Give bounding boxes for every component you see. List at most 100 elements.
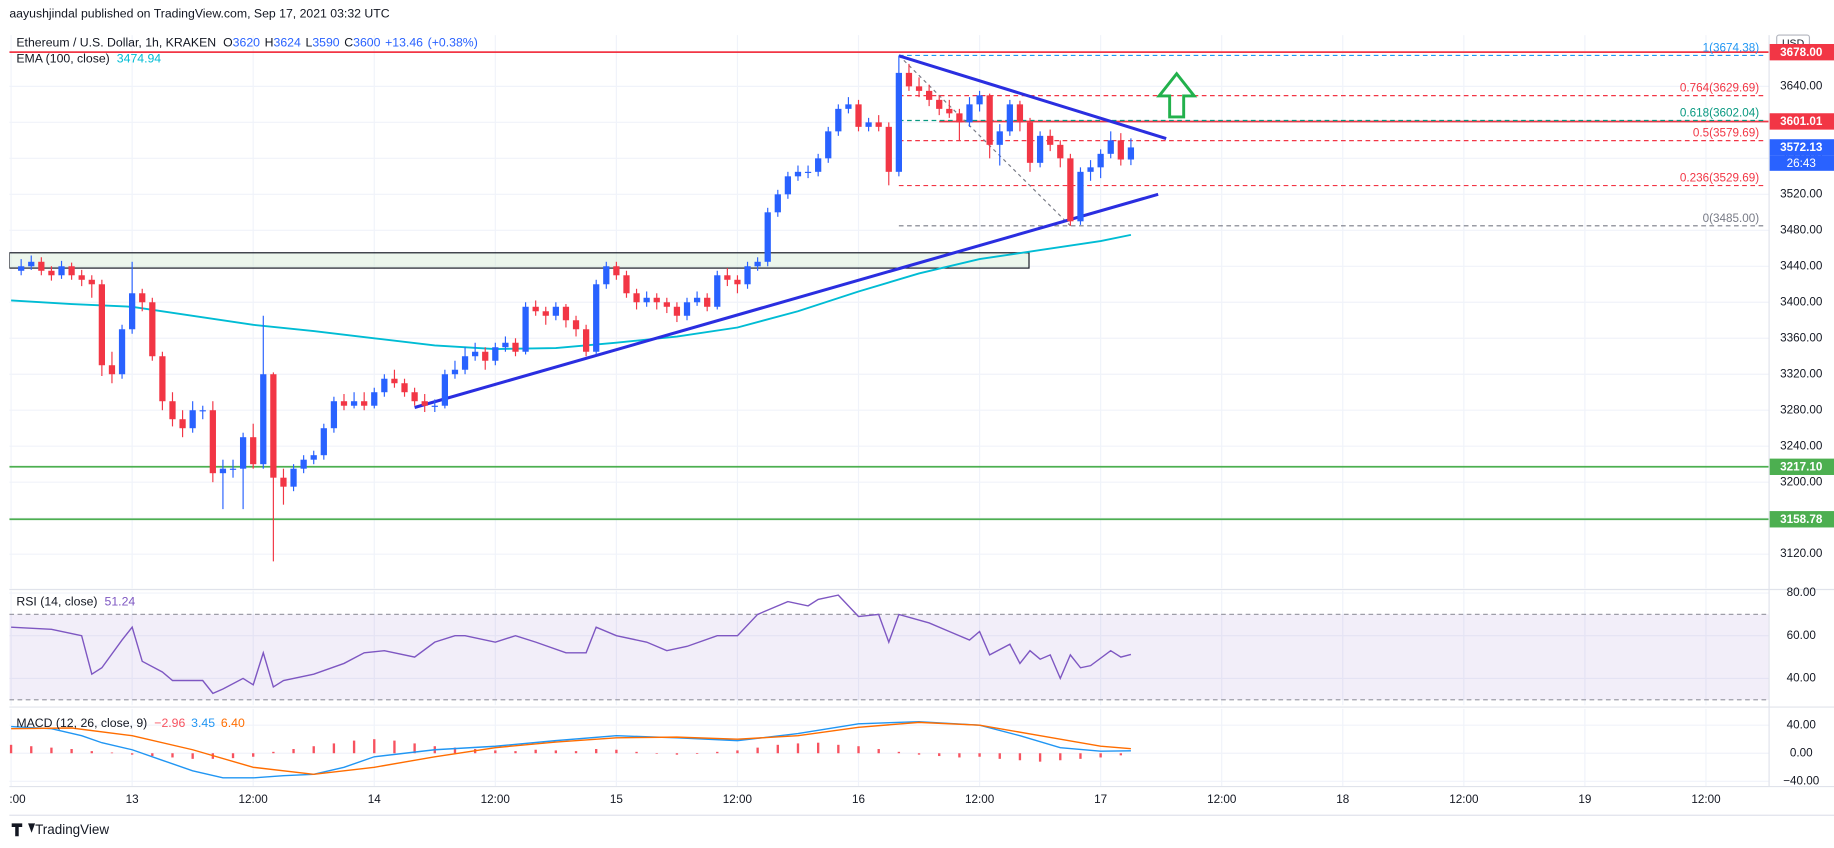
candle-body <box>693 297 701 303</box>
candle-body <box>300 459 307 469</box>
rsi-band <box>9 614 1769 700</box>
price-label: 3601.01 <box>1780 115 1823 128</box>
candle-body <box>865 122 872 127</box>
histogram-bar <box>756 747 759 754</box>
candle-body <box>431 405 438 407</box>
logo-text: TradingView <box>35 822 109 837</box>
y-tick-label: 3480.00 <box>1780 223 1823 236</box>
rsi-legend: RSI (14, close) 51.24 <box>16 595 135 609</box>
fib-label: 0.764(3629.69) <box>1680 82 1759 95</box>
candle-body <box>653 297 660 303</box>
histogram-bar <box>816 742 820 754</box>
grid <box>9 35 1769 787</box>
candle-body <box>472 351 479 357</box>
fib-label: 0(3485.00) <box>1703 212 1760 225</box>
y-tick-label: 3320.00 <box>1780 367 1823 380</box>
candle-body <box>552 306 559 316</box>
histogram-bar <box>796 743 800 754</box>
trendline <box>414 192 1159 409</box>
histogram-bar <box>1018 753 1022 761</box>
candle-body <box>845 104 852 109</box>
rsi-pane <box>9 594 1769 701</box>
y-tick-label: 3400.00 <box>1780 295 1823 308</box>
candle-body <box>905 72 913 87</box>
y-tick-label: 3360.00 <box>1780 331 1823 344</box>
macd-legend: MACD (12, 26, close, 9) −2.96 3.45 6.40 <box>16 716 245 730</box>
signal-line <box>11 721 1131 776</box>
candle-body <box>169 401 176 420</box>
macd-title: MACD (12, 26, close, 9) <box>16 716 147 730</box>
candle-body <box>108 365 116 375</box>
axes: USD :00 13 12:00 14 12:00 15 12:00 16 12:00 17 12:… <box>9 34 1834 816</box>
candle-body <box>885 126 892 172</box>
histogram-bar <box>312 746 315 754</box>
price-label-box <box>1769 139 1834 156</box>
histogram-bar <box>978 753 981 757</box>
countdown: 26:43 <box>1787 157 1816 170</box>
candle-body <box>280 477 287 487</box>
candle-body <box>825 131 832 159</box>
low-value: 3590 <box>312 36 339 50</box>
histogram-bar <box>595 749 598 754</box>
high-value: 3624 <box>274 36 301 50</box>
x-tick-label: 12:00 <box>239 793 269 806</box>
symbol-title: Ethereum / U.S. Dollar, 1h, KRAKEN <box>16 36 216 50</box>
histogram-bar <box>1119 753 1122 756</box>
histogram-bar <box>958 753 961 758</box>
candle-body <box>613 266 620 276</box>
x-tick-label: 13 <box>126 793 139 806</box>
candle-body <box>1067 158 1074 222</box>
candle-body <box>663 302 670 307</box>
price-label: 3572.13 <box>1780 141 1823 154</box>
candle-body <box>794 171 802 177</box>
change-value: +13.46 <box>385 36 423 50</box>
candle-body <box>391 378 398 384</box>
rsi-line <box>11 594 1132 695</box>
rsi-value: 51.24 <box>105 595 136 609</box>
histogram-bar <box>917 753 921 755</box>
candle-body <box>451 369 459 375</box>
candle-body <box>956 113 963 123</box>
candle-body <box>1087 167 1094 172</box>
ema-title: EMA (100, close) <box>16 52 109 66</box>
support-zone <box>9 252 1030 269</box>
y-tick-label: 40.00 <box>1787 718 1817 731</box>
candle-body <box>1016 104 1024 123</box>
histogram-bar <box>1059 753 1062 761</box>
candle-body <box>421 401 428 406</box>
candle-body <box>704 297 711 307</box>
fib-label: 0.618(3602.04) <box>1680 107 1759 120</box>
x-tick-label: 12:00 <box>481 793 511 806</box>
macd-readout: −2.96 <box>154 716 185 730</box>
histogram-bar <box>998 753 1001 759</box>
candle-body <box>1047 135 1054 145</box>
histogram-bar <box>70 749 73 754</box>
y-tick-label: 3120.00 <box>1780 547 1823 560</box>
candle-body <box>996 131 1003 145</box>
candle-body <box>350 401 358 406</box>
candle-body <box>78 275 85 280</box>
candle-body <box>482 351 489 361</box>
candle-body <box>1117 140 1124 160</box>
candle-body <box>502 342 509 348</box>
candle-body <box>149 302 156 357</box>
histogram-bar <box>857 746 860 754</box>
candle-body <box>320 428 327 456</box>
y-tick-label: 3440.00 <box>1780 259 1823 272</box>
candle-body <box>623 275 630 294</box>
candle-body <box>714 275 721 307</box>
y-tick-label: 0.00 <box>1790 746 1813 759</box>
candle-body <box>239 437 247 469</box>
candle-body <box>582 329 590 352</box>
x-tick-label: 14 <box>368 793 382 806</box>
x-tick-label: 12:00 <box>1449 793 1479 806</box>
histogram-bar <box>1099 753 1102 758</box>
candle-body <box>673 306 681 316</box>
candle-body <box>58 266 65 276</box>
y-tick-label: 40.00 <box>1787 672 1817 685</box>
histogram-bar <box>191 753 194 759</box>
histogram-bar <box>695 753 699 754</box>
y-tick-label: 3640.00 <box>1780 79 1823 92</box>
